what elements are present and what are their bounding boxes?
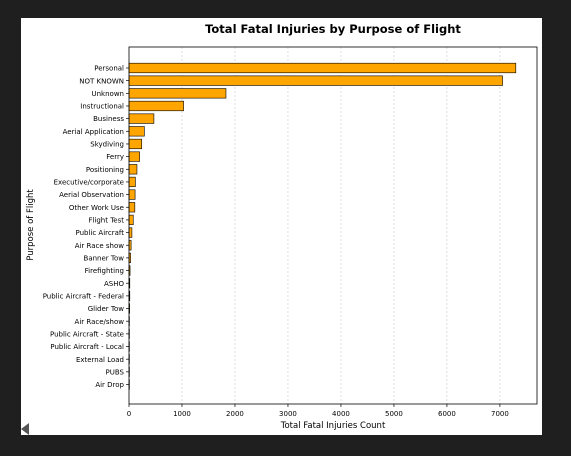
y-tick-label: Public Aircraft: [75, 229, 124, 237]
y-tick-label: Personal: [94, 65, 124, 73]
bar: [128, 164, 138, 175]
y-axis-label: Purpose of Flight: [26, 189, 36, 261]
y-tick-label: Other Work Use: [69, 204, 124, 212]
y-tick-label: Air Race show: [75, 242, 125, 250]
bar: [128, 214, 134, 226]
bar: [128, 113, 155, 124]
bar-chart: Total Fatal Injuries by Purpose of Fligh…: [26, 22, 538, 431]
y-tick-label: Aerial Application: [63, 128, 124, 136]
x-tick-label: 3000: [279, 410, 297, 418]
y-tick-label: Unknown: [92, 90, 125, 98]
x-tick-label: 4000: [332, 410, 350, 418]
x-axis-ticks: 0 1000 2000 3000 4000 5000 6000 7000: [127, 404, 509, 418]
chart-figure: Total Fatal Injuries by Purpose of Fligh…: [21, 18, 542, 435]
bar: [128, 202, 136, 213]
bar: [128, 151, 140, 162]
bar: [128, 62, 517, 74]
y-tick-label: Positioning: [86, 166, 124, 174]
bar: [128, 227, 133, 238]
y-tick-label: Firefighting: [85, 267, 124, 275]
y-tick-label: Banner Tow: [84, 255, 125, 263]
bar: [128, 75, 503, 86]
y-tick-label: Public Aircraft - Federal: [43, 292, 124, 300]
bars: [128, 62, 517, 390]
x-tick-label: 0: [127, 410, 131, 418]
bar: [128, 138, 143, 150]
x-axis-label: Total Fatal Injuries Count: [280, 421, 386, 431]
x-tick-label: 5000: [385, 410, 403, 418]
bar: [128, 100, 184, 112]
y-tick-label: External Load: [76, 356, 124, 364]
y-tick-label: Ferry: [106, 153, 124, 161]
y-tick-label: Instructional: [80, 103, 124, 111]
grid-lines: [181, 47, 501, 404]
y-tick-label: NOT KNOWN: [79, 77, 124, 85]
x-tick-label: 2000: [226, 410, 244, 418]
chart-title: Total Fatal Injuries by Purpose of Fligh…: [205, 22, 461, 36]
x-tick-label: 7000: [491, 410, 509, 418]
y-tick-label: Glider Tow: [88, 305, 125, 313]
y-axis-ticks: Personal NOT KNOWN Unknown Instructional Bus…: [43, 65, 129, 389]
x-tick-label: 1000: [173, 410, 191, 418]
y-tick-label: ASHO: [104, 280, 124, 288]
bar: [128, 176, 136, 188]
resize-handle-left: [21, 423, 29, 435]
bar: [128, 126, 145, 137]
y-tick-label: Business: [93, 115, 124, 123]
y-tick-label: Aerial Observation: [59, 191, 124, 199]
y-tick-label: Air Race/show: [75, 318, 125, 326]
y-tick-label: Public Aircraft - State: [50, 330, 124, 338]
y-tick-label: Executive/corporate: [54, 179, 124, 187]
plot-area-frame: [128, 46, 538, 405]
bar: [128, 88, 227, 99]
x-tick-label: 6000: [438, 410, 456, 418]
y-tick-label: Public Aircraft - Local: [50, 343, 124, 351]
y-tick-label: Skydiving: [90, 141, 124, 149]
y-tick-label: PUBS: [106, 368, 125, 376]
bar: [128, 189, 136, 200]
y-tick-label: Flight Test: [88, 217, 124, 225]
y-tick-label: Air Drop: [95, 381, 124, 389]
